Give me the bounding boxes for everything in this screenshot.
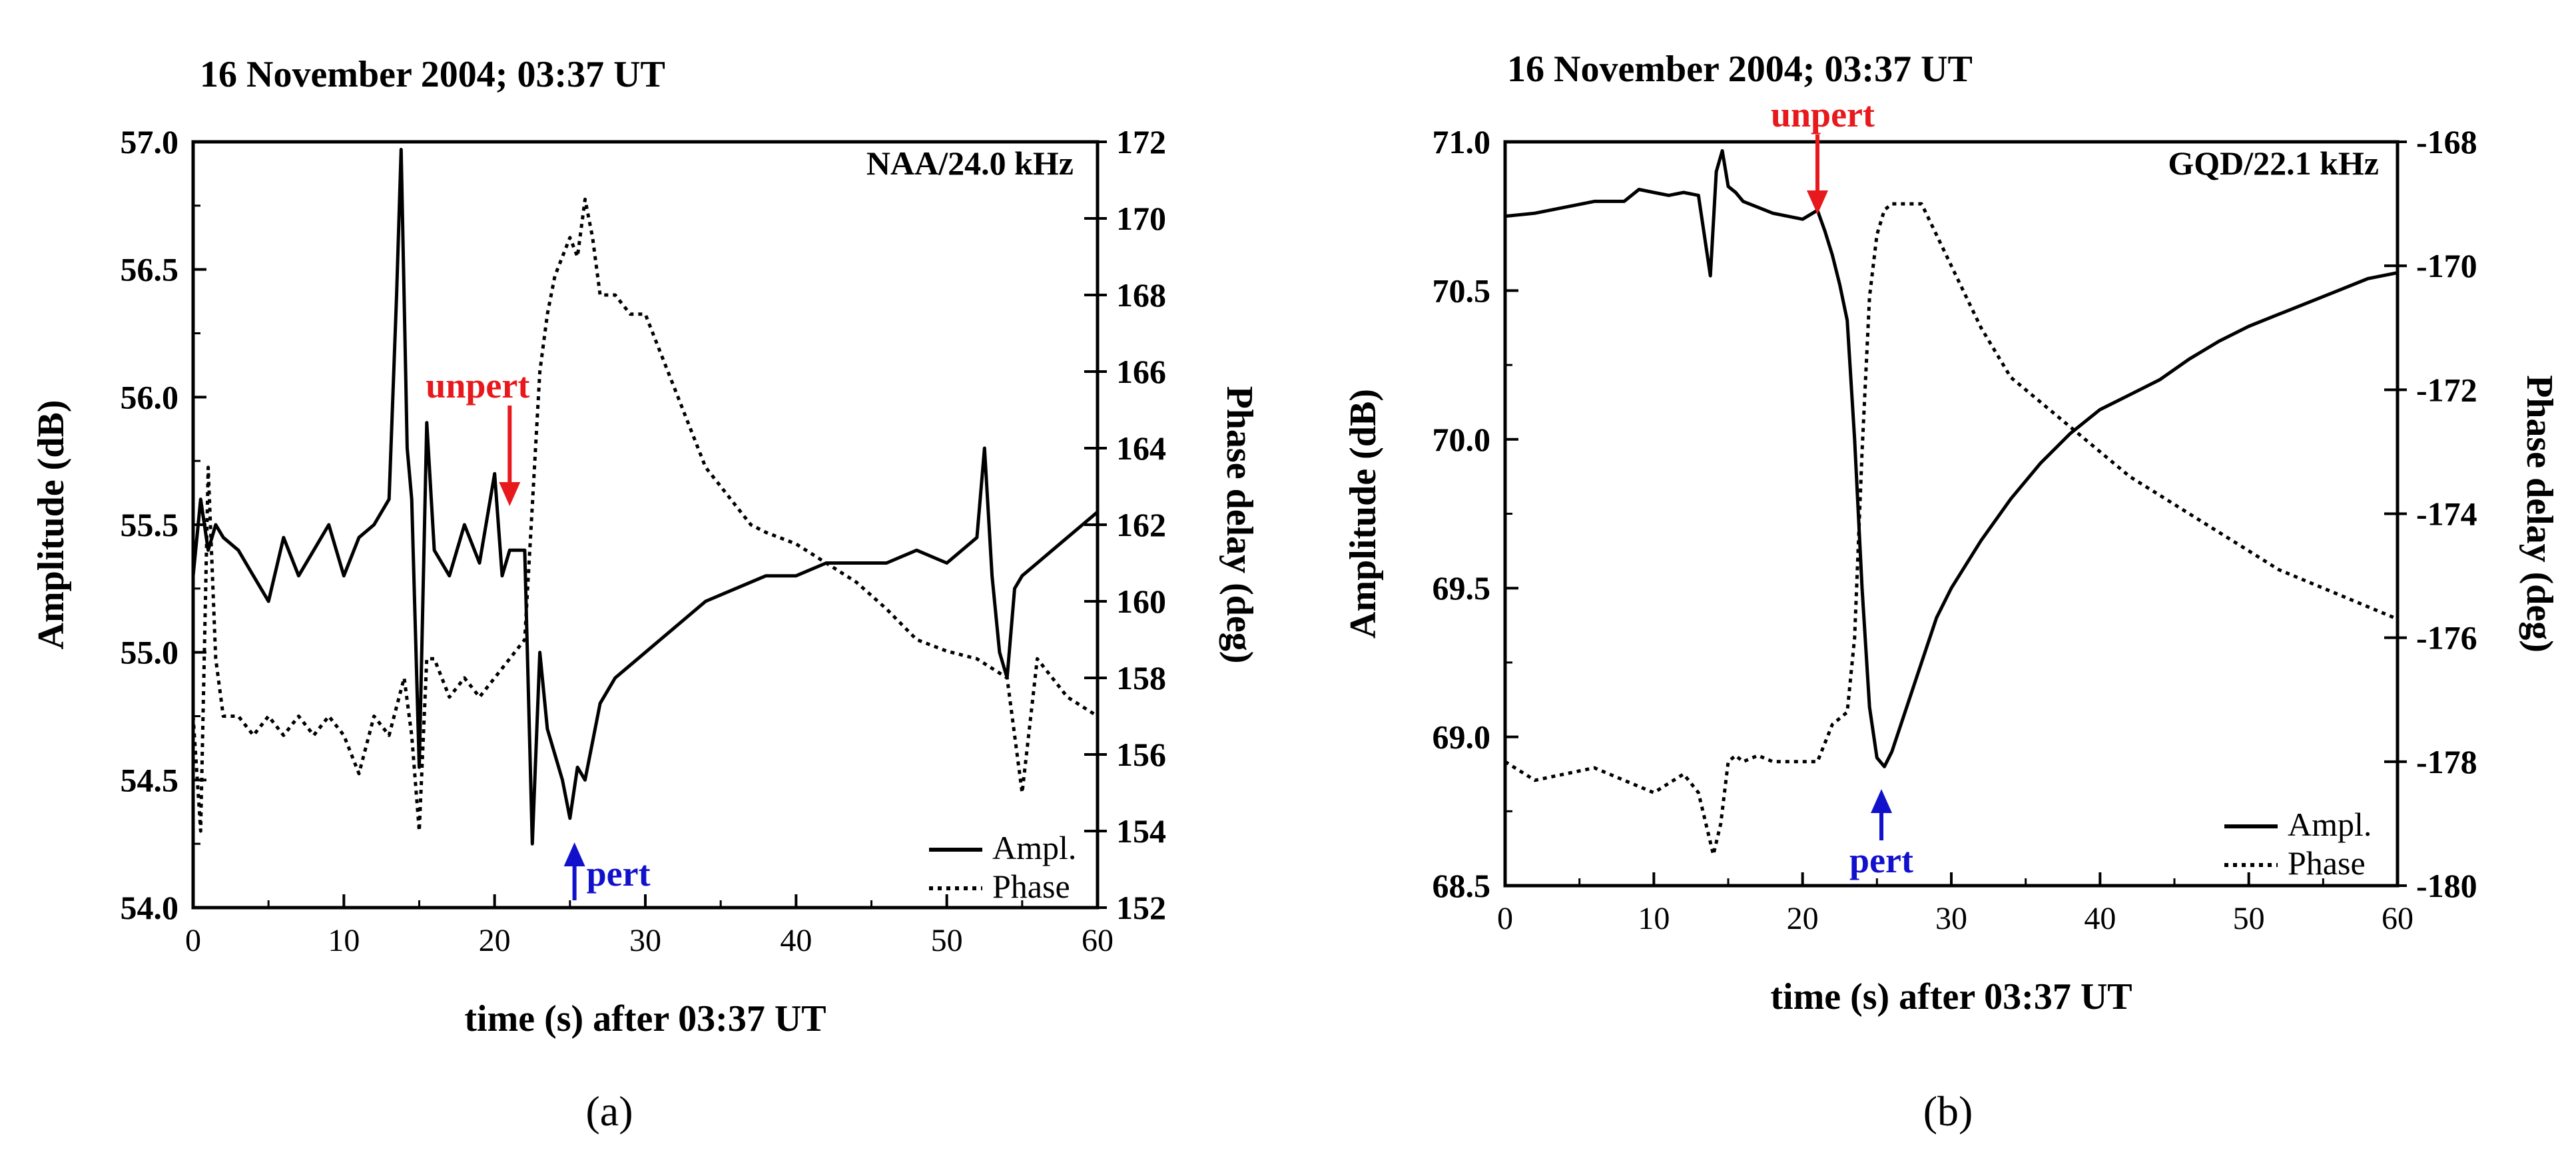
x-tick-label: 20 <box>1787 901 1819 936</box>
pert-arrow-head <box>563 842 585 866</box>
y-tick-label: 56.5 <box>121 251 179 288</box>
y2-tick-label: -176 <box>2416 619 2477 657</box>
y-tick-label: 68.5 <box>1433 867 1491 904</box>
y2-tick-label: -168 <box>2416 123 2477 160</box>
unpert-annotation-label: unpert <box>1771 95 1875 135</box>
x-tick-label: 50 <box>2233 901 2265 936</box>
y-tick-label: 70.5 <box>1433 272 1491 309</box>
x-tick-label: 0 <box>1497 901 1513 936</box>
y-tick-label: 55.5 <box>121 506 179 543</box>
phase-series-line <box>191 197 1099 833</box>
y-tick-label: 57.0 <box>121 123 179 160</box>
y-tick-label: 70.0 <box>1433 421 1491 458</box>
y2-tick-label: 152 <box>1116 889 1166 926</box>
y-axis-label: Amplitude (dB) <box>1343 389 1384 639</box>
unpert-arrow-head <box>1807 190 1828 214</box>
x-axis-label: time (s) after 03:37 UT <box>1770 976 2132 1017</box>
unpert-annotation-label: unpert <box>426 366 529 406</box>
x-tick-label: 50 <box>931 923 963 958</box>
y-axis-label: Amplitude (dB) <box>31 400 72 650</box>
y2-tick-label: 156 <box>1116 736 1166 773</box>
x-tick-label: 60 <box>1082 923 1114 958</box>
y2-tick-label: 166 <box>1116 353 1166 390</box>
y-tick-label: 55.0 <box>121 634 179 671</box>
x-tick-label: 0 <box>185 923 201 958</box>
y-tick-label: 54.5 <box>121 761 179 798</box>
y-tick-label: 54.0 <box>121 889 179 926</box>
amplitude-series-line <box>191 148 1099 846</box>
y2-tick-label: 158 <box>1116 659 1166 697</box>
y-tick-label: 69.0 <box>1433 719 1491 756</box>
y2-tick-label: -174 <box>2416 495 2477 533</box>
unpert-arrow-head <box>499 482 521 506</box>
y2-tick-label: 160 <box>1116 583 1166 620</box>
x-tick-label: 30 <box>629 923 661 958</box>
plot-frame <box>1503 140 2400 888</box>
legend-phase-label: Phase <box>992 868 1070 905</box>
x-tick-label: 30 <box>1935 901 1967 936</box>
y-tick-label: 71.0 <box>1433 123 1491 160</box>
chart-panel-b: 0 10 20 30 40 50 60 68.5 69.0 69.5 70.0 70.5 71.0 -18… <box>1343 49 2560 1135</box>
panel-label: (b) <box>1923 1087 1973 1135</box>
y2-axis-label: Phase delay (deg) <box>2519 375 2560 653</box>
station-label: NAA/24.0 kHz <box>866 145 1074 182</box>
y-tick-label: 69.5 <box>1433 569 1491 607</box>
station-label: GQD/22.1 kHz <box>2168 145 2379 182</box>
y2-tick-label: 170 <box>1116 200 1166 237</box>
x-tick-label: 10 <box>1638 901 1670 936</box>
chart-title: 16 November 2004; 03:37 UT <box>1507 49 1973 90</box>
y2-tick-label: -178 <box>2416 743 2477 780</box>
panel-label: (a) <box>585 1087 633 1135</box>
y2-tick-label: 168 <box>1116 276 1166 314</box>
y-tick-label: 56.0 <box>121 378 179 416</box>
x-tick-label: 20 <box>479 923 511 958</box>
amplitude-series-line <box>1504 148 2398 768</box>
x-tick-label: 10 <box>328 923 360 958</box>
chart-title: 16 November 2004; 03:37 UT <box>200 54 665 95</box>
y2-tick-label: -172 <box>2416 371 2477 408</box>
pert-annotation-label: pert <box>587 854 651 894</box>
pert-arrow-head <box>1871 789 1893 813</box>
y2-tick-label: -180 <box>2416 867 2477 904</box>
phase-series-line <box>1504 202 2398 856</box>
x-axis-label: time (s) after 03:37 UT <box>464 998 826 1039</box>
y2-axis-label: Phase delay (deg) <box>1219 386 1260 664</box>
x-tick-label: 40 <box>2084 901 2116 936</box>
legend-ampl-label: Ampl. <box>992 829 1076 866</box>
pert-annotation-label: pert <box>1849 840 1913 880</box>
legend-phase-label: Phase <box>2288 844 2366 882</box>
y2-tick-label: 154 <box>1116 812 1166 850</box>
y2-tick-label: -170 <box>2416 247 2477 284</box>
y2-tick-label: 172 <box>1116 123 1166 160</box>
y2-tick-label: 164 <box>1116 430 1166 467</box>
x-tick-label: 60 <box>2382 901 2414 936</box>
chart-panel-a: 0 10 20 30 40 50 60 54.0 54.5 55.0 55.5 56.0 56.5 57.… <box>31 54 1260 1135</box>
x-tick-label: 40 <box>780 923 812 958</box>
legend-ampl-label: Ampl. <box>2288 806 2372 843</box>
y2-tick-label: 162 <box>1116 506 1166 543</box>
